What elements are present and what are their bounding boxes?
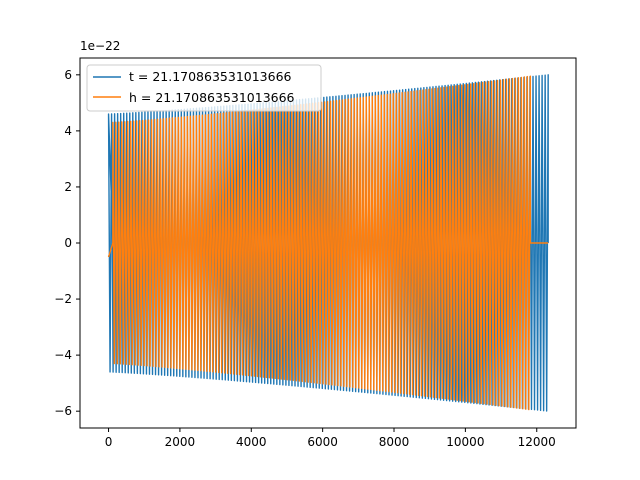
x-axis: 0 2000 4000 6000 8000 10000 12000 xyxy=(105,428,556,449)
legend-label-h: h = 21.170863531013666 xyxy=(129,90,295,105)
legend-label-t: t = 21.170863531013666 xyxy=(129,69,292,84)
legend-box xyxy=(86,64,322,112)
y-tick-label: 2 xyxy=(64,180,72,194)
x-tick-label: 6000 xyxy=(307,435,338,449)
x-tick-label: 0 xyxy=(105,435,113,449)
legend: t = 21.170863531013666 h = 21.1708635310… xyxy=(86,64,322,112)
x-tick-label: 10000 xyxy=(446,435,484,449)
y-tick-label: −6 xyxy=(54,404,72,418)
x-tick-label: 2000 xyxy=(165,435,196,449)
series-layer xyxy=(107,74,549,412)
y-tick-label: 4 xyxy=(64,124,72,138)
y-tick-label: −4 xyxy=(54,348,72,362)
x-tick-label: 4000 xyxy=(236,435,267,449)
y-offset-text: 1e−22 xyxy=(80,39,120,53)
y-tick-label: 6 xyxy=(64,68,72,82)
y-tick-label: 0 xyxy=(64,236,72,250)
y-axis: −6 −4 −2 0 2 4 6 xyxy=(54,68,80,418)
y-tick-label: −2 xyxy=(54,292,72,306)
x-tick-label: 12000 xyxy=(518,435,556,449)
x-tick-label: 8000 xyxy=(379,435,410,449)
series-line-h xyxy=(107,75,549,411)
